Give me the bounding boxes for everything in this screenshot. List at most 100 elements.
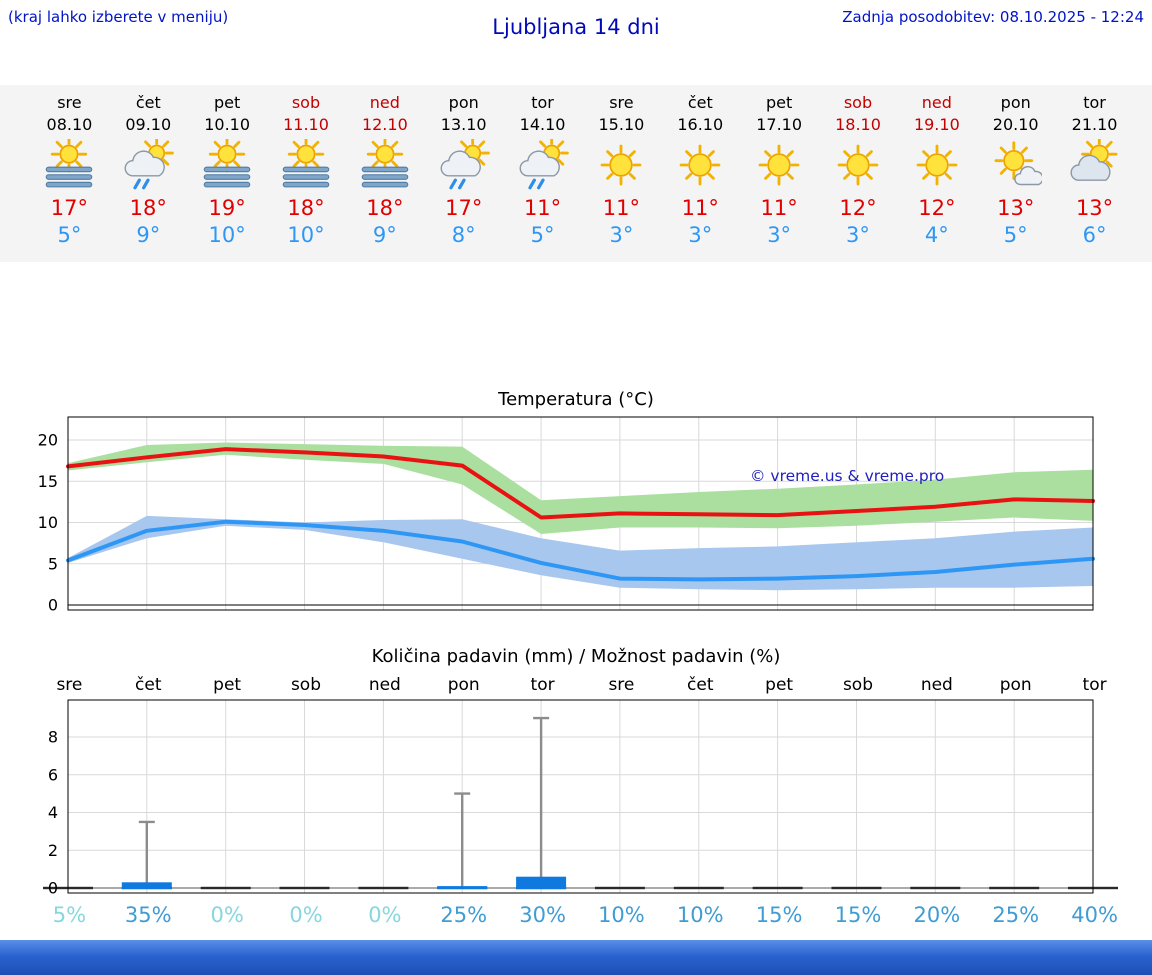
min-temp-line (66, 519, 1095, 582)
precip-bars (121, 876, 567, 889)
sun-icon (674, 139, 726, 191)
menu-hint: (kraj lahko izberete v meniju) (8, 8, 229, 26)
temp-max: 18° (366, 196, 404, 220)
forecast-day-19.10: ned 19.10 12° 4° (897, 92, 976, 262)
precip-y-tick: 4 (48, 803, 58, 822)
precip-day-label: čet (135, 675, 162, 695)
day-date: 15.10 (598, 115, 645, 134)
watermark-link[interactable]: © vreme.us & vreme.pro (750, 467, 944, 485)
forecast-day-10.10: pet 10.10 19° 10° (188, 92, 267, 262)
min-range-band (68, 515, 1093, 591)
temp-max: 12° (918, 196, 956, 220)
sun-icon (753, 139, 805, 191)
forecast-day-18.10: sob 18.10 12° 3° (819, 92, 898, 262)
precip-probability: 10% (676, 903, 724, 927)
temp-y-tick: 0 (48, 596, 58, 615)
forecast-day-21.10: tor 21.10 13° 6° (1055, 92, 1134, 262)
temp-min: 9° (372, 223, 397, 247)
temp-max: 18° (129, 196, 167, 220)
temp-max: 13° (997, 196, 1035, 220)
day-name: pet (765, 93, 793, 112)
precip-probability: 15% (755, 903, 803, 927)
forecast-day-09.10: čet 09.10 18° 9° (109, 92, 188, 262)
precip-probability: 25% (992, 903, 1040, 927)
temp-min: 3° (609, 223, 634, 247)
day-date: 20.10 (992, 115, 1039, 134)
temperature-chart-title: Temperatura (°C) (498, 389, 654, 410)
precip-probability: 5% (52, 903, 87, 927)
precip-probability-row: 5% 35% 0% 0% 0% 25% 30% 10% 10% 15% 15% 20% 25% 40% (0, 903, 1152, 927)
temp-min: 5° (530, 223, 555, 247)
temp-max: 12° (839, 196, 877, 220)
precip-day-label: čet (687, 675, 714, 695)
day-date: 11.10 (283, 115, 329, 134)
temp-min: 3° (846, 223, 870, 247)
day-date: 19.10 (913, 115, 960, 134)
sun-icon (911, 139, 963, 191)
forecast-day-14.10: tor 14.10 11° 5° (503, 92, 582, 262)
day-name: čet (687, 93, 713, 112)
precip-day-label: pet (765, 675, 794, 695)
precip-chart-title: Količina padavin (mm) / Možnost padavin … (371, 646, 781, 667)
forecast-day-13.10: pon 13.10 17° 8° (424, 92, 503, 262)
temp-min: 5° (1003, 223, 1028, 247)
day-date: 21.10 (1071, 115, 1118, 134)
page-title: Ljubljana 14 dni (492, 15, 660, 39)
precip-day-label: pon (447, 675, 480, 695)
temp-y-tick: 10 (38, 513, 58, 532)
day-name: sre (609, 93, 634, 112)
forecast-strip: sre 08.10 17° 5° čet 09.10 18° 9° pet 10.10 19° 10°… (0, 85, 1152, 262)
day-date: 13.10 (440, 115, 487, 134)
sun-fog-icon (280, 135, 332, 191)
day-name: ned (369, 93, 400, 112)
sun-fog-icon (43, 135, 95, 191)
temp-max: 11° (523, 196, 562, 220)
day-name: tor (1083, 93, 1106, 112)
day-date: 09.10 (125, 115, 172, 134)
precip-probability: 40% (1071, 903, 1118, 927)
day-date: 17.10 (756, 115, 803, 134)
precip-day-label: pet (213, 675, 242, 695)
sun-small-cloud-icon (990, 139, 1044, 191)
precip-day-label: sob (290, 675, 322, 695)
temp-max: 11° (602, 196, 641, 220)
temp-min: 6° (1082, 223, 1107, 247)
temp-min: 3° (688, 223, 713, 247)
day-name: sre (57, 93, 82, 112)
sun-fog-icon (201, 135, 253, 191)
precip-day-label: ned (920, 675, 953, 695)
day-date: 08.10 (46, 115, 93, 134)
last-updated: Zadnja posodobitev: 08.10.2025 - 12:24 (842, 8, 1144, 26)
forecast-day-15.10: sre 15.10 11° 3° (582, 92, 661, 262)
precip-day-label: sre (56, 675, 83, 695)
day-date: 10.10 (204, 115, 251, 134)
temp-min: 10° (208, 223, 246, 247)
forecast-day-11.10: sob 11.10 18° 10° (267, 92, 346, 262)
forecast-day-20.10: pon 20.10 13° 5° (976, 92, 1055, 262)
sun-shower-icon (517, 135, 569, 191)
day-name: pet (213, 93, 241, 112)
temp-min: 5° (57, 223, 82, 247)
temperature-chart: 0 5 10 15 20 © vreme.us & vreme.pro (38, 416, 1095, 615)
sun-icon (595, 139, 647, 191)
temp-max: 17° (445, 196, 483, 220)
forecast-day-17.10: pet 17.10 11° 3° (740, 92, 819, 262)
precip-grid (68, 700, 1093, 893)
precip-probability: 20% (913, 903, 961, 927)
day-name: ned (921, 93, 952, 112)
precipitation-chart: 0 2 4 6 8 (43, 699, 1118, 898)
precip-probability: 10% (598, 903, 645, 927)
temp-y-tick: 20 (38, 431, 58, 450)
footer-bar (0, 940, 1152, 975)
temp-min: 9° (136, 223, 161, 247)
temp-y-tick: 15 (38, 472, 58, 491)
day-date: 18.10 (835, 115, 881, 134)
day-name: sob (843, 93, 873, 112)
day-name: čet (135, 93, 161, 112)
day-name: pon (448, 93, 479, 112)
day-date: 16.10 (677, 115, 724, 134)
day-name: sob (291, 93, 321, 112)
precip-whiskers (138, 716, 550, 888)
max-temp-line (66, 447, 1095, 520)
precip-day-label: sob (842, 675, 874, 695)
